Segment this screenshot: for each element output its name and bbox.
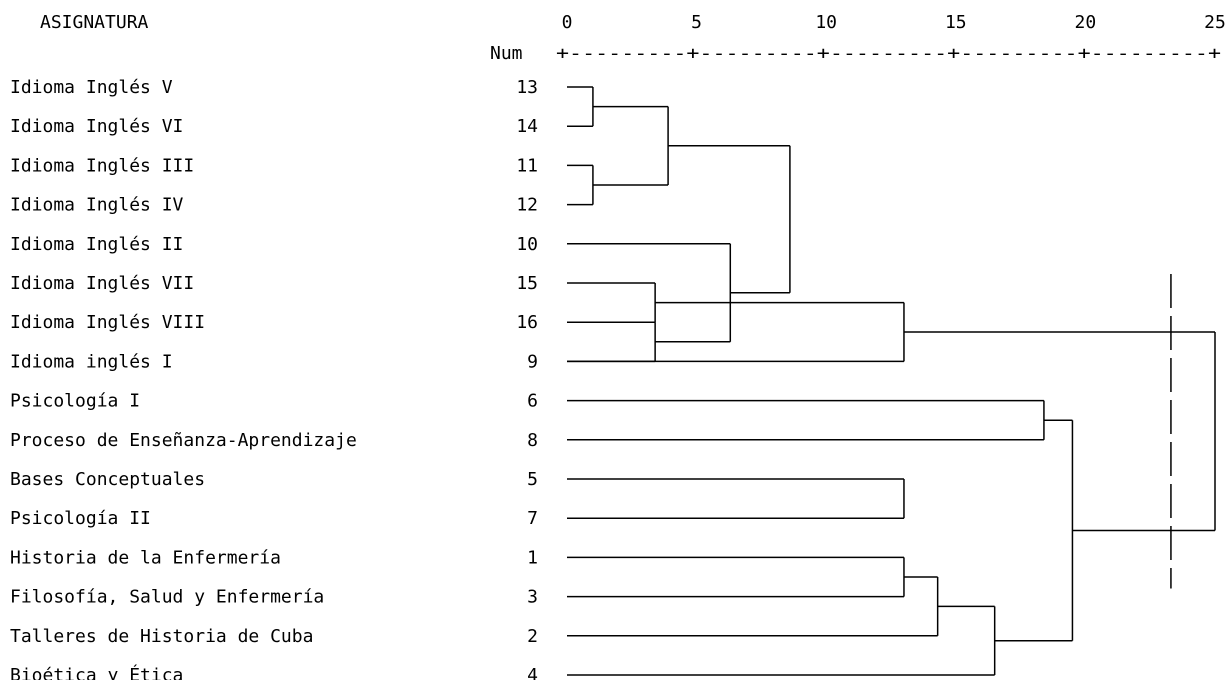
item-label: Psicología I [10,391,140,412]
dendrogram-links [567,86,1216,676]
item-number: 16 [516,312,538,333]
num-header: Num [490,43,523,64]
item-label: Bioética y Ética [10,664,183,680]
column-header-asignatura: ASIGNATURA [40,12,149,33]
item-label: Idioma Inglés III [10,155,194,176]
scale-tick-label: 5 [691,12,702,33]
item-number: 12 [516,195,538,216]
scale-tick-label: 20 [1075,12,1097,33]
item-number: 4 [527,665,538,680]
item-number: 8 [527,430,538,451]
item-number: 6 [527,391,538,412]
item-label: Idioma Inglés V [10,77,173,98]
item-label: Idioma Inglés IV [10,195,184,216]
item-label: Proceso de Enseñanza-Aprendizaje [10,430,357,451]
item-label: Idioma Inglés II [10,234,183,255]
item-label: Talleres de Historia de Cuba [10,626,313,647]
item-number: 15 [516,273,538,294]
item-number: 14 [516,116,538,137]
item-label: Idioma Inglés VI [10,116,183,137]
item-number: 13 [516,77,538,98]
scale-rule: +---------+---------+---------+---------… [556,43,1221,64]
scale-tick-label: 0 [562,12,573,33]
item-number: 2 [527,626,538,647]
item-label: Idioma Inglés VII [10,273,194,294]
item-label: Filosofía, Salud y Enfermería [10,587,324,608]
item-label: Psicología II [10,508,151,529]
scale-tick-label: 10 [815,12,837,33]
item-number: 10 [516,234,538,255]
scale-ticks: 0 5 10 15 20 25 [562,12,1226,33]
scale-tick-label: 15 [945,12,967,33]
item-number: 1 [527,547,538,568]
item-label: Historia de la Enfermería [10,547,281,568]
item-number: 5 [527,469,538,490]
item-label: Idioma Inglés VIII [10,312,205,333]
scale-tick-label: 25 [1204,12,1226,33]
item-number: 7 [527,508,538,529]
item-number: 3 [527,587,538,608]
item-label: Idioma inglés I [10,351,173,372]
item-number: 11 [516,155,538,176]
item-number: 9 [527,351,538,372]
item-label: Bases Conceptuales [10,469,205,490]
